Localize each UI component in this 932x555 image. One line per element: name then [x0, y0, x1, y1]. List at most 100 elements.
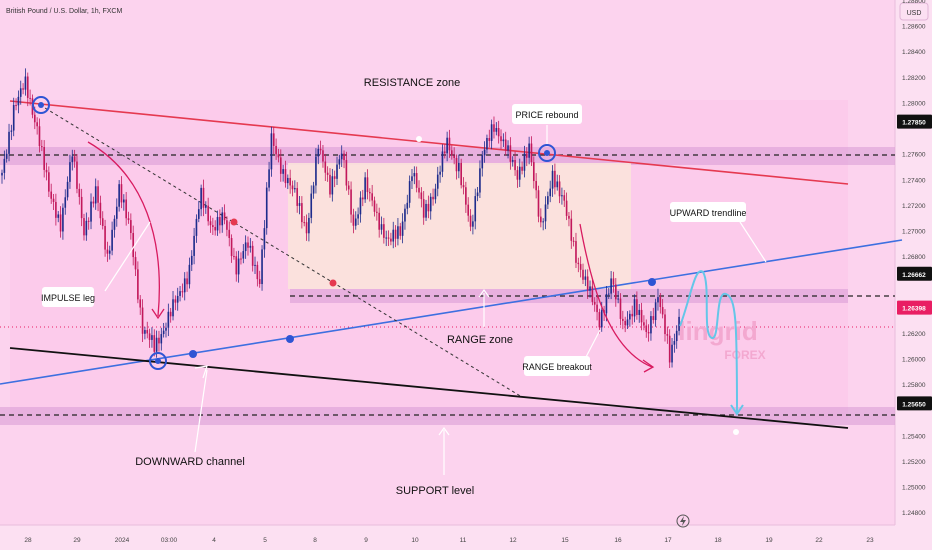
trend-touch-dot-1: [189, 350, 197, 358]
candle-body: [115, 206, 118, 219]
candle-body: [258, 279, 261, 285]
candle-body: [596, 304, 598, 313]
candle-body: [582, 269, 584, 280]
candle-body: [336, 164, 338, 179]
price-tag-label: 1.26662: [902, 272, 926, 279]
candle-body: [233, 256, 235, 258]
candle-body: [305, 222, 308, 234]
candle-body: [385, 237, 388, 239]
trend-touch-dot-3: [648, 278, 656, 286]
range-breakout-label: RANGE breakout: [522, 362, 592, 372]
candle-body: [26, 76, 29, 98]
candle-body: [230, 238, 233, 257]
x-tick-label: 22: [815, 537, 823, 544]
candle-body: [612, 278, 615, 285]
y-tick-label: 1.28800: [902, 0, 926, 5]
candle-body: [469, 215, 472, 227]
candle-body: [668, 335, 671, 363]
candle-body: [282, 169, 284, 174]
projection-path: [679, 270, 738, 413]
candle-body: [17, 96, 20, 106]
candle-body: [614, 284, 617, 300]
candle-body: [188, 264, 191, 285]
candle-body: [626, 319, 629, 326]
candle-body: [3, 158, 6, 173]
top-circle-marker: [32, 96, 50, 114]
candle-body: [174, 299, 177, 303]
candle-body: [591, 286, 594, 302]
candle-body: [106, 249, 109, 254]
diagonal-touch-dot-2: [329, 279, 337, 287]
candle-body: [219, 216, 221, 226]
x-tick-label: 10: [411, 537, 419, 544]
candle-body: [29, 97, 31, 99]
candle-body: [221, 212, 224, 226]
y-tick-label: 1.28400: [902, 49, 926, 56]
candle-body: [214, 226, 217, 231]
candle-body: [589, 286, 591, 291]
price-tag-bg: [897, 266, 932, 281]
candle-body: [153, 335, 156, 352]
candle-body: [586, 276, 589, 291]
candle-body: [455, 157, 458, 172]
watermark-sub-text: FOREX: [724, 348, 765, 362]
candle-body: [493, 124, 495, 132]
candle-body: [329, 174, 331, 195]
resistance-trendline[interactable]: [9, 100, 849, 185]
candle-body: [383, 224, 385, 238]
candle-body: [434, 188, 437, 200]
candle-body: [347, 185, 350, 190]
y-tick-label: 1.25400: [902, 433, 926, 440]
x-tick-label: 5: [263, 537, 267, 544]
candle-body: [186, 278, 188, 285]
candle-body: [202, 187, 205, 208]
low-circle-marker: [149, 352, 167, 370]
candle-body: [195, 218, 198, 236]
candle-body: [123, 199, 125, 203]
candle-body: [90, 201, 92, 222]
candle-body: [315, 156, 317, 186]
candle-body: [48, 172, 50, 192]
candle-body: [104, 225, 106, 250]
candle-body: [554, 170, 556, 188]
candle-body: [673, 341, 676, 345]
candle-body: [310, 193, 313, 218]
candle-body: [516, 170, 519, 180]
candle-body: [622, 318, 624, 321]
candle-body: [205, 205, 207, 208]
candle-body: [511, 159, 514, 162]
candle-body: [73, 156, 76, 162]
candle-body: [303, 222, 306, 224]
candle-body: [317, 148, 320, 157]
y-tick-label: 1.27400: [902, 177, 926, 184]
candle-body: [652, 316, 655, 321]
candle-body: [643, 322, 645, 326]
candle-body: [502, 139, 505, 142]
candle-body: [298, 203, 301, 206]
candle-body: [41, 146, 43, 148]
candle-body: [404, 208, 406, 222]
upward-trendline-box: [670, 202, 746, 222]
time-axis[interactable]: [0, 525, 895, 550]
channel-connector: [194, 369, 208, 453]
candle-body: [504, 139, 507, 151]
bolt-icon[interactable]: [676, 514, 690, 528]
upward-trendline-label: UPWARD trendline: [670, 208, 747, 218]
candle-body: [415, 173, 418, 188]
candle-body: [565, 200, 568, 216]
currency-button[interactable]: [899, 2, 929, 21]
candle-body: [270, 133, 273, 170]
candle-body: [326, 172, 329, 175]
trendline-connector: [739, 221, 767, 263]
candle-body: [645, 325, 648, 333]
candle-body: [354, 218, 357, 226]
candle-body: [57, 214, 60, 218]
candle-body: [244, 242, 247, 252]
candle-body: [563, 195, 566, 201]
x-tick-label: 16: [614, 537, 622, 544]
candle-body: [638, 309, 641, 315]
candle-body: [376, 211, 378, 213]
impulse-connector: [104, 221, 151, 292]
